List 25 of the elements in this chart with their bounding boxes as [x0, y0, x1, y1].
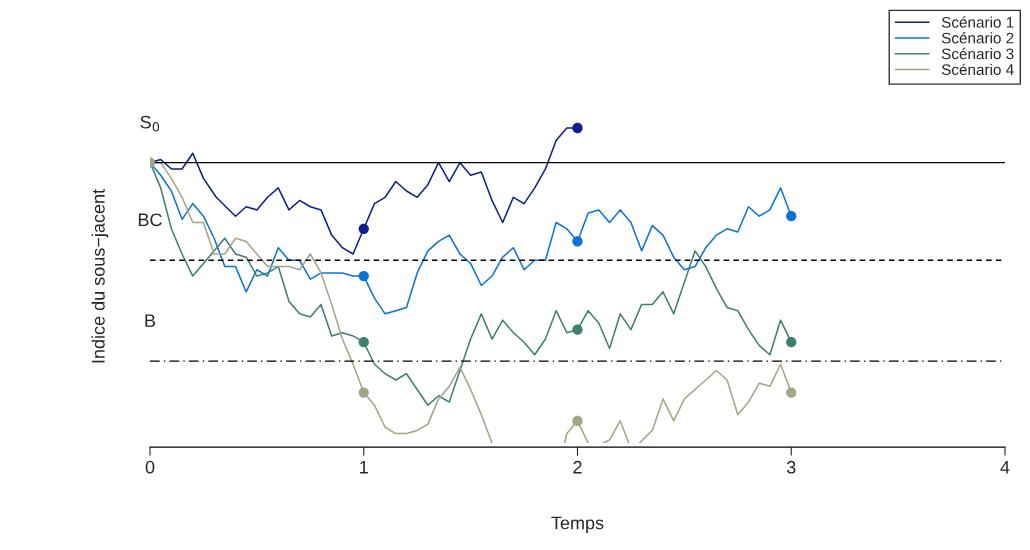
point — [572, 236, 583, 247]
point — [358, 387, 369, 398]
x-tick-label: 3 — [786, 460, 796, 474]
point — [358, 223, 369, 234]
ref-line-label: S$_{0}$ — [140, 115, 160, 132]
legend-label: Scénario 4 — [941, 63, 1014, 76]
x-tick-label: 4 — [1000, 461, 1010, 474]
point — [786, 387, 797, 398]
legend-label: Scénario 3 — [941, 47, 1014, 60]
x-axis-title: Temps — [551, 516, 604, 533]
ref-line-label: B — [145, 314, 156, 327]
legend-label: Scénario 1 — [941, 16, 1014, 28]
ref-line-label: BC — [138, 213, 162, 227]
point — [572, 415, 583, 427]
point — [358, 337, 369, 348]
point — [786, 337, 797, 348]
legend-label: Scénario 2 — [941, 32, 1014, 44]
x-tick-label: 1 — [360, 461, 368, 474]
point — [786, 211, 797, 222]
x-tick-label: 2 — [573, 460, 582, 474]
y-axis-title: Indice du sous−jacent — [91, 189, 109, 363]
point — [572, 324, 583, 335]
point — [572, 122, 583, 134]
x-tick-label: 0 — [145, 460, 155, 474]
point — [358, 270, 369, 282]
